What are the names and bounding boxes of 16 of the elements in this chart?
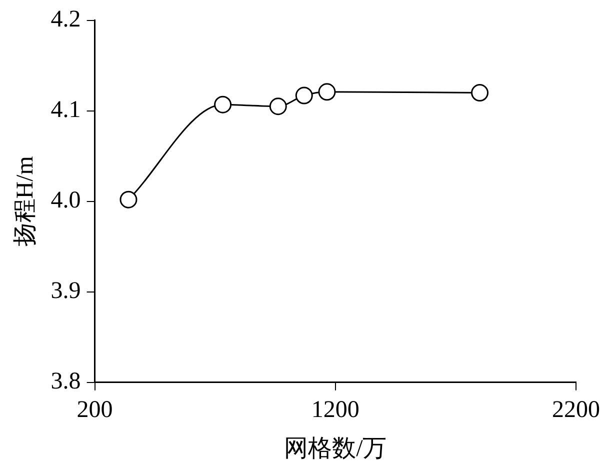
point [120, 190, 138, 208]
x-tick-label: 1200 [311, 397, 360, 424]
x-tick-label: 2200 [552, 397, 600, 424]
x-axis-title: 网格数/万 [284, 436, 387, 462]
y-tick-label: 4.1 [50, 97, 81, 124]
point [471, 84, 489, 102]
point [269, 98, 287, 116]
y-tick-label: 4.2 [50, 6, 81, 33]
point [214, 96, 232, 114]
x-tick-label: 200 [76, 397, 113, 424]
y-tick-label: 3.8 [50, 368, 81, 395]
y-tick-label: 3.9 [50, 278, 81, 304]
point [295, 86, 313, 104]
y-axis-title: 扬程H/m [12, 156, 39, 247]
y-tick-label: 4.0 [50, 188, 81, 214]
point [318, 83, 336, 101]
